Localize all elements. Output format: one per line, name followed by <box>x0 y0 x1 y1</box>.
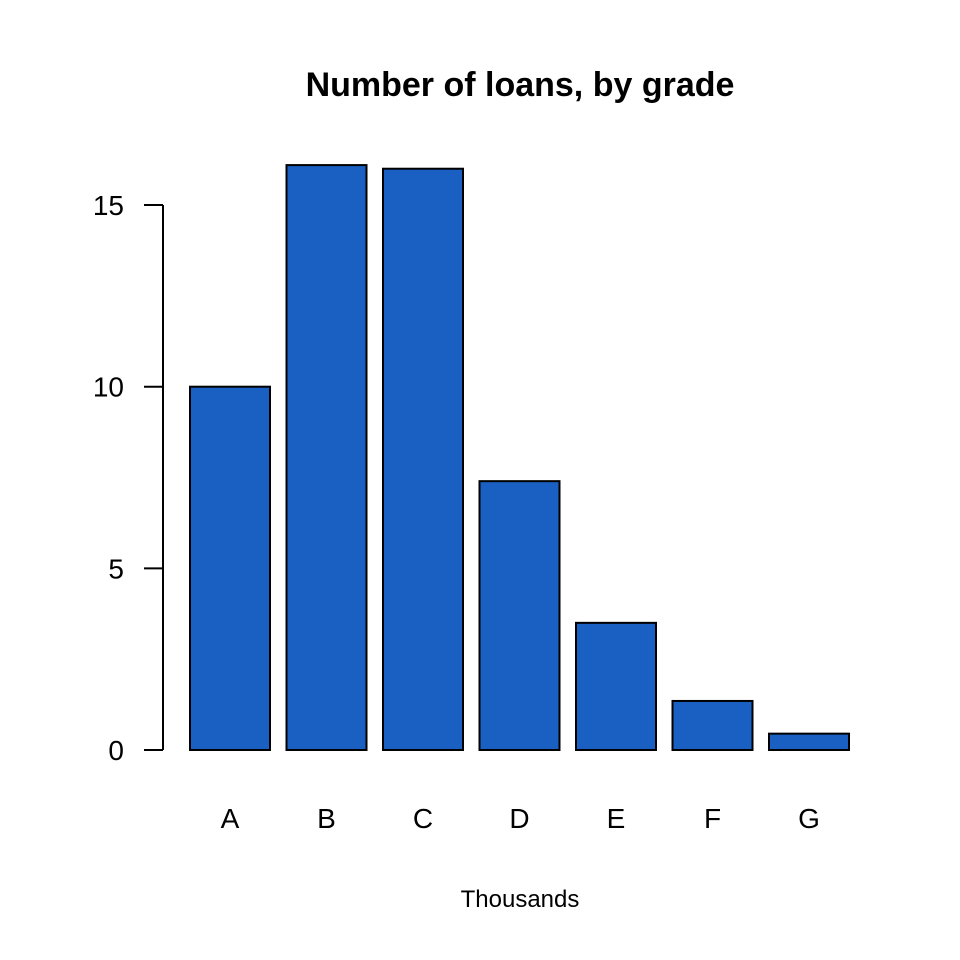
bar-B <box>285 164 368 752</box>
bar-E <box>575 621 657 751</box>
y-tick-label-5: 5 <box>108 553 124 584</box>
x-tick-label-F: F <box>704 803 721 834</box>
x-tick-label-C: C <box>413 803 433 834</box>
x-tick-label-E: E <box>607 803 626 834</box>
bar-A <box>189 385 271 751</box>
x-tick-label-D: D <box>509 803 529 834</box>
y-tick-label-15: 15 <box>93 190 124 221</box>
chart-title: Number of loans, by grade <box>306 66 735 104</box>
y-axis: 0 5 10 15 <box>93 190 164 766</box>
x-tick-label-A: A <box>221 803 240 834</box>
x-axis-label: Thousands <box>461 886 580 913</box>
bar-F <box>671 699 754 752</box>
x-tick-label-B: B <box>317 803 336 834</box>
x-axis-categories: A B C D E F G <box>221 803 820 834</box>
y-tick-label-10: 10 <box>93 372 124 403</box>
bar-C <box>382 167 464 752</box>
bar-G <box>768 732 850 751</box>
bars-group <box>189 164 850 752</box>
x-tick-label-G: G <box>798 803 820 834</box>
y-tick-label-0: 0 <box>108 735 124 766</box>
bar-D <box>478 480 561 751</box>
